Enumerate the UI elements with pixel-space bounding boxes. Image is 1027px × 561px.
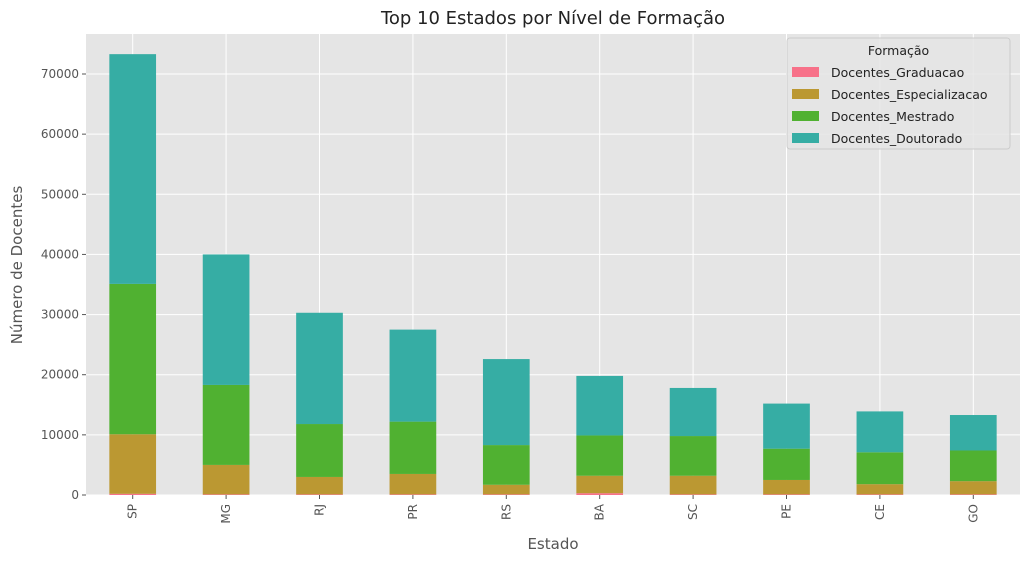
bar-sp-docentes-mestrado (109, 283, 157, 435)
bar-sc-docentes-graduacao (669, 494, 717, 495)
legend-box (786, 37, 1011, 150)
bar-go-docentes-especializacao (949, 481, 997, 495)
bar-pe-docentes-graduacao (763, 494, 810, 495)
bar-ba-docentes-mestrado (576, 435, 624, 476)
x-tick-label: PR (406, 504, 420, 520)
y-tick-label: 40000 (41, 247, 79, 261)
bar-mg-docentes-mestrado (202, 384, 250, 465)
bar-go-docentes-doutorado (949, 415, 997, 451)
bar-mg-docentes-graduacao (202, 494, 250, 495)
bar-sp-docentes-especializacao (109, 434, 157, 494)
bar-ba-docentes-graduacao (576, 493, 624, 495)
bar-pr-docentes-mestrado (389, 421, 437, 474)
bar-ce-docentes-especializacao (856, 484, 904, 495)
bar-mg-docentes-doutorado (202, 254, 250, 385)
bar-sc-docentes-mestrado (669, 436, 717, 476)
x-axis-ticks: SP MG RJ PR RS BA SC PE CE GO (126, 495, 980, 524)
y-tick-label: 0 (71, 488, 79, 502)
x-tick-label: PE (780, 504, 794, 519)
x-tick-label: SP (126, 504, 140, 519)
y-tick-label: 30000 (41, 308, 79, 322)
y-axis-ticks: 0 10000 20000 30000 40000 50000 60000 70000 (41, 67, 86, 502)
bar-rj-docentes-especializacao (296, 476, 343, 495)
x-tick-label: GO (966, 504, 980, 523)
bar-sc-docentes-doutorado (669, 387, 717, 437)
legend-swatch (792, 111, 819, 121)
bars (109, 54, 997, 495)
x-tick-label: SC (686, 504, 700, 520)
y-tick-label: 10000 (41, 428, 79, 442)
bar-rs-docentes-doutorado (482, 359, 530, 446)
bar-rj-docentes-doutorado (296, 312, 343, 425)
legend-title: Formação (868, 43, 929, 58)
legend-swatch (792, 67, 819, 77)
y-tick-label: 50000 (41, 187, 79, 201)
legend: Formação Docentes_Graduacao Docentes_Espec… (786, 37, 1011, 150)
bar-pr-docentes-especializacao (389, 473, 437, 495)
bar-rj-docentes-mestrado (296, 424, 343, 477)
bar-sc-docentes-especializacao (669, 475, 717, 495)
bar-rs-docentes-especializacao (482, 484, 530, 495)
bar-ba-docentes-especializacao (576, 475, 624, 494)
bar-pr-docentes-doutorado (389, 329, 437, 422)
bar-ce-docentes-doutorado (856, 411, 904, 453)
y-tick-label: 70000 (41, 67, 79, 81)
y-tick-label: 20000 (41, 368, 79, 382)
x-axis-label: Estado (527, 535, 578, 553)
bar-ce-docentes-mestrado (856, 452, 904, 485)
bar-pr-docentes-graduacao (389, 494, 437, 495)
legend-swatch (792, 89, 819, 99)
bar-go-docentes-mestrado (949, 450, 997, 482)
bar-mg-docentes-especializacao (202, 464, 250, 495)
x-tick-label: RS (499, 504, 513, 520)
bar-rs-docentes-graduacao (482, 494, 530, 495)
legend-swatch (792, 133, 819, 143)
y-tick-label: 60000 (41, 127, 79, 141)
bar-sp-docentes-doutorado (109, 54, 157, 284)
bar-pe-docentes-especializacao (763, 479, 810, 495)
bar-sp-docentes-graduacao (109, 493, 157, 495)
x-tick-label: RJ (313, 504, 327, 516)
legend-label: Docentes_Graduacao (831, 65, 964, 80)
x-tick-label: MG (219, 504, 233, 524)
legend-label: Docentes_Doutorado (831, 131, 962, 146)
bar-rj-docentes-graduacao (296, 494, 343, 495)
bar-go-docentes-graduacao (949, 494, 997, 495)
legend-label: Docentes_Mestrado (831, 109, 954, 124)
bar-pe-docentes-doutorado (763, 403, 810, 449)
bar-rs-docentes-mestrado (482, 445, 530, 485)
bar-ba-docentes-doutorado (576, 375, 624, 436)
bar-pe-docentes-mestrado (763, 448, 810, 480)
x-tick-label: CE (873, 504, 887, 520)
legend-label: Docentes_Especializacao (831, 87, 988, 102)
y-axis-label: Número de Docentes (8, 186, 26, 345)
bar-ce-docentes-graduacao (856, 494, 904, 495)
x-tick-label: BA (593, 503, 607, 520)
chart-title: Top 10 Estados por Nível de Formação (380, 8, 725, 29)
